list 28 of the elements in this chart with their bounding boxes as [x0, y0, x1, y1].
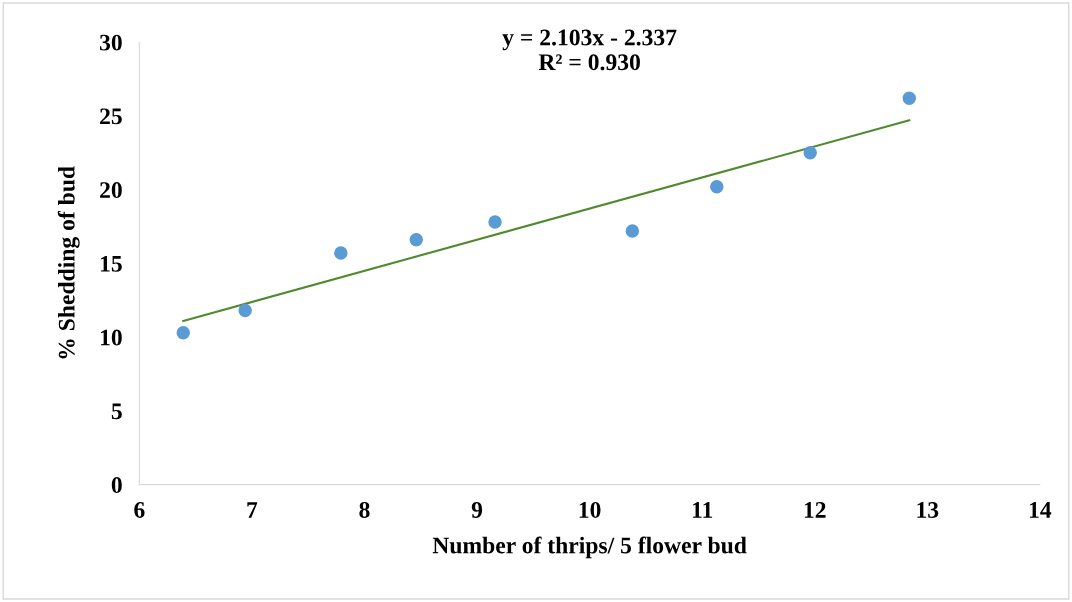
- x-tick-label: 8: [359, 501, 370, 518]
- y-tick-label: 5: [111, 403, 122, 420]
- y-tick-label: 0: [111, 477, 122, 494]
- x-tick-label: 11: [692, 502, 713, 518]
- y-tick-label: 20: [100, 182, 122, 199]
- x-tick-label: 12: [804, 502, 826, 518]
- y-axis-title: % Shedding of bud: [57, 166, 80, 359]
- x-tick-label: 10: [579, 501, 601, 518]
- point: [334, 246, 348, 260]
- point: [902, 91, 916, 105]
- point: [803, 146, 817, 160]
- x-tick-label: 6: [134, 502, 145, 518]
- point: [710, 179, 724, 194]
- point: [409, 233, 423, 247]
- y-tick-label: 30: [99, 34, 122, 51]
- x-tick-label: 14: [1029, 502, 1052, 518]
- y-tick-label: 10: [100, 329, 122, 346]
- point: [238, 303, 252, 318]
- point: [488, 215, 502, 229]
- point: [625, 224, 640, 238]
- point: [176, 325, 190, 340]
- x-tick-label: 9: [471, 502, 483, 518]
- x-axis-title: Number of thrips/ 5 flower bud: [432, 536, 747, 559]
- y-tick-label: 15: [100, 255, 122, 272]
- x-tick-label: 7: [247, 502, 258, 518]
- annotation: y = 2.103x - 2.337 R² = 0.930: [502, 29, 677, 71]
- x-tick-label: 13: [917, 502, 939, 518]
- y-tick-label: 25: [100, 108, 122, 125]
